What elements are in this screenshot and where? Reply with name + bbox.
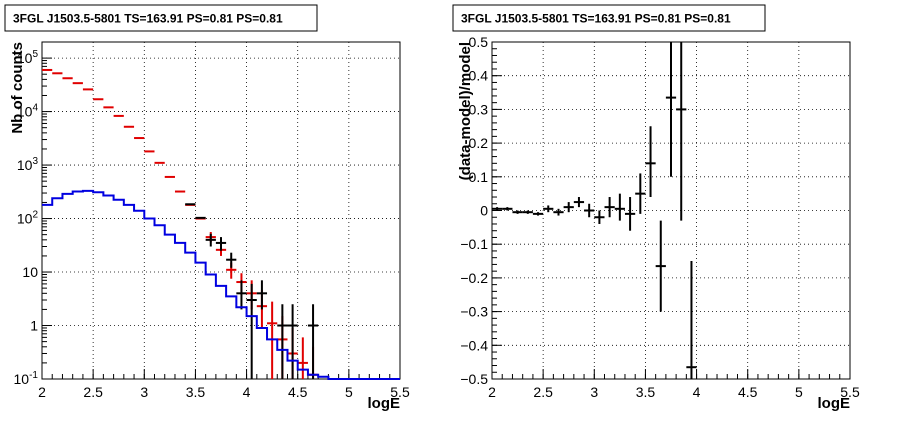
- model-step-line: [42, 189, 400, 380]
- right-series: [492, 42, 697, 379]
- left-y-axis-label: Nb of counts: [9, 42, 26, 134]
- y-tick-label: −0.4: [460, 337, 488, 353]
- y-tick-label: −0.5: [460, 371, 488, 387]
- left-title-box: [4, 4, 318, 32]
- right-y-axis-label: (data-model)/model: [457, 42, 474, 180]
- x-tick-label: 4: [243, 384, 251, 400]
- y-tick-label: −0.1: [460, 236, 488, 252]
- right-ticks: 2 2.5 3 3.5 4 4.5 5 5.5 −0.5 −0.4 −0.3 −0.2 −0.1 0 0.1…: [460, 34, 860, 400]
- y-tick-label: 0: [480, 203, 488, 219]
- left-grid: [42, 42, 400, 379]
- x-tick-label: 3: [590, 384, 598, 400]
- x-tick-label: 3.5: [636, 384, 656, 400]
- x-tick-label: 2: [38, 384, 46, 400]
- x-tick-label: 2: [488, 384, 496, 400]
- x-tick-label: 4.5: [288, 384, 308, 400]
- y-tick-label: 0.5: [469, 34, 489, 50]
- y-tick-label: −0.2: [460, 270, 488, 286]
- x-tick-label: 5: [795, 384, 803, 400]
- right-title-box: [452, 4, 766, 32]
- y-tick-label: −0.3: [460, 304, 488, 320]
- y-tick-label: 10: [22, 264, 38, 280]
- x-tick-label: 3.5: [186, 384, 206, 400]
- y-tick-label: 0.1: [469, 169, 489, 185]
- right-grid: [492, 42, 850, 379]
- left-title: 3FGL J1503.5-5801 TS=163.91 PS=0.81 PS=0…: [13, 12, 283, 26]
- left-plot-frame: [41, 41, 401, 380]
- y-tick-label: 103: [17, 156, 39, 173]
- left-series: [42, 68, 400, 380]
- left-x-axis-label: logE: [368, 395, 401, 412]
- x-tick-label: 4: [693, 384, 701, 400]
- x-tick-label: 2.5: [83, 384, 103, 400]
- y-tick-label: 104: [17, 103, 39, 120]
- y-tick-label: 1: [30, 318, 38, 334]
- left-ticks: 2 2.5 3 3.5 4 4.5 5 5.5 10-1 1 10 102 103 104 105: [14, 41, 410, 400]
- left-panel: 3FGL J1503.5-5801 TS=163.91 PS=0.81 PS=0…: [4, 4, 410, 412]
- y-tick-label: 102: [17, 210, 39, 227]
- right-title: 3FGL J1503.5-5801 TS=163.91 PS=0.81 PS=0…: [461, 12, 731, 26]
- y-tick-label: 105: [17, 49, 39, 66]
- y-tick-label: 0.3: [469, 101, 489, 117]
- y-tick-label: 10-1: [14, 370, 39, 387]
- x-tick-label: 5.5: [840, 384, 860, 400]
- y-tick-label: 0.4: [469, 68, 489, 84]
- x-tick-label: 5: [345, 384, 353, 400]
- x-tick-label: 3: [140, 384, 148, 400]
- x-tick-label: 4.5: [738, 384, 758, 400]
- right-panel: 3FGL J1503.5-5801 TS=163.91 PS=0.81 PS=0…: [452, 4, 860, 412]
- x-tick-label: 2.5: [533, 384, 553, 400]
- right-x-axis-label: logE: [818, 395, 851, 412]
- y-tick-label: 0.2: [469, 135, 489, 151]
- x-tick-label: 5.5: [390, 384, 410, 400]
